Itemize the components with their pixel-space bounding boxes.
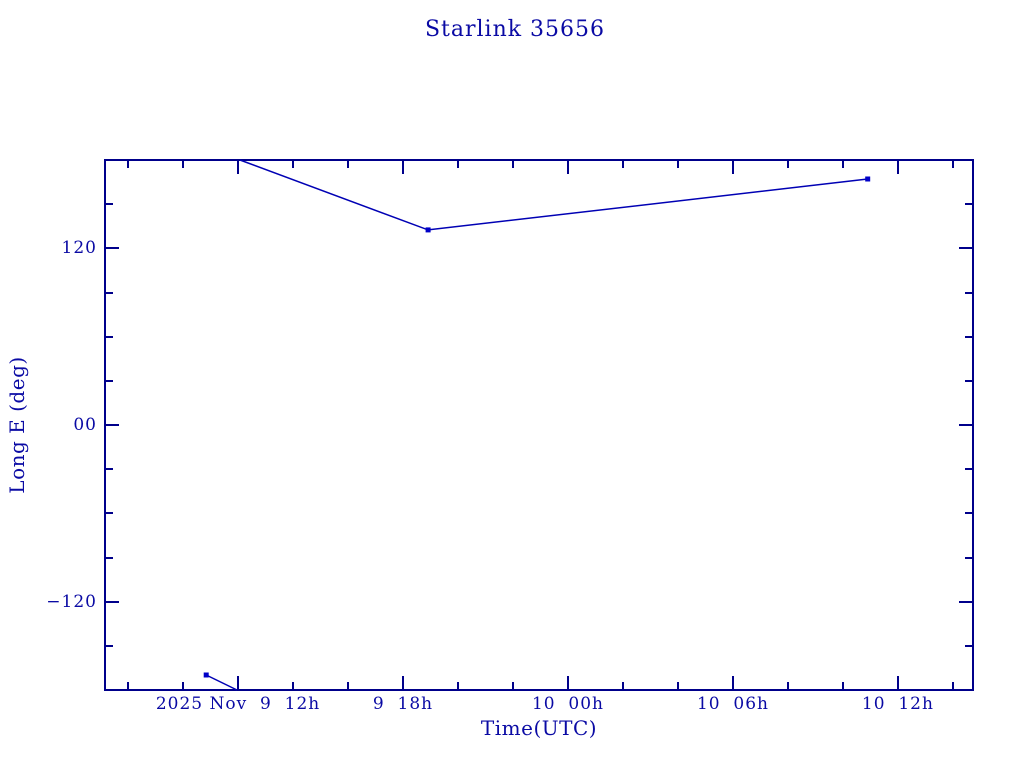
x-axis-title: Time(UTC) [480,716,598,740]
y-axis-title: Long E (deg) [5,356,29,494]
x-tick-label: 10 00h [531,694,605,714]
chart-title: Starlink 35656 [424,17,606,42]
data-point-marker [865,176,871,182]
data-line [205,674,238,691]
data-line [239,159,868,231]
plot-frame [104,159,974,691]
x-tick-label: 2025 Nov 9 12h [155,694,321,714]
data-point-marker [425,227,431,233]
x-tick-label: 10 06h [696,694,769,714]
x-tick-label: 10 12h [861,694,934,714]
x-tick-label: 9 18h [372,694,434,714]
y-tick-label: 120 [61,238,97,259]
y-tick-label: 00 [73,415,97,435]
y-tick-label: −120 [46,591,97,612]
data-point-marker [203,672,209,678]
